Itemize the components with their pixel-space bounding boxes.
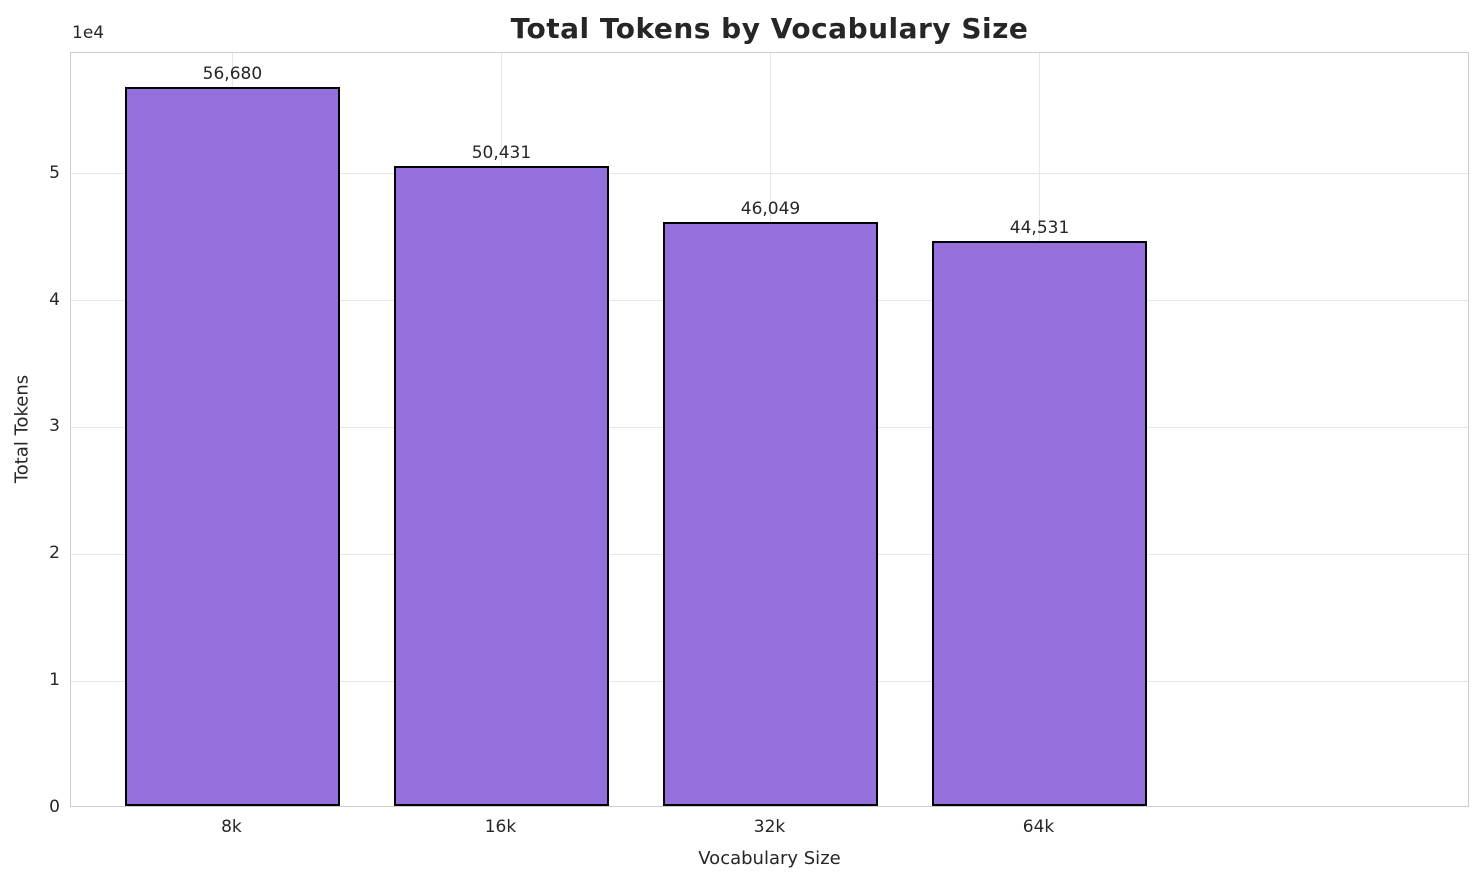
chart-title: Total Tokens by Vocabulary Size bbox=[510, 12, 1029, 45]
x-tick-label-32k: 32k bbox=[753, 817, 786, 837]
bar-value-label-64k: 44,531 bbox=[1009, 218, 1070, 239]
bar-8k bbox=[124, 86, 341, 806]
y-gridline bbox=[71, 173, 1468, 175]
y-axis-offset-label: 1e4 bbox=[72, 23, 105, 43]
y-tick-label: 0 bbox=[49, 797, 60, 817]
bar-32k bbox=[662, 221, 879, 806]
y-tick-label: 2 bbox=[49, 543, 60, 564]
bar-64k bbox=[931, 241, 1148, 806]
x-tick-label-16k: 16k bbox=[484, 817, 517, 837]
y-tick-label: 1 bbox=[49, 670, 60, 691]
bar-value-label-16k: 50,431 bbox=[471, 143, 532, 164]
y-tick-label: 3 bbox=[49, 416, 60, 437]
plot-area: 56,680 50,431 46,049 44,531 bbox=[70, 52, 1469, 807]
bar-value-label-8k: 56,680 bbox=[202, 63, 263, 84]
bar-value-label-32k: 46,049 bbox=[740, 198, 801, 219]
bar-16k bbox=[393, 166, 610, 806]
y-tick-label: 4 bbox=[49, 289, 60, 310]
x-tick-label-8k: 8k bbox=[221, 817, 242, 837]
x-axis-title: Vocabulary Size bbox=[698, 848, 841, 869]
x-tick-label-64k: 64k bbox=[1022, 817, 1055, 837]
y-tick-label: 5 bbox=[49, 162, 60, 183]
